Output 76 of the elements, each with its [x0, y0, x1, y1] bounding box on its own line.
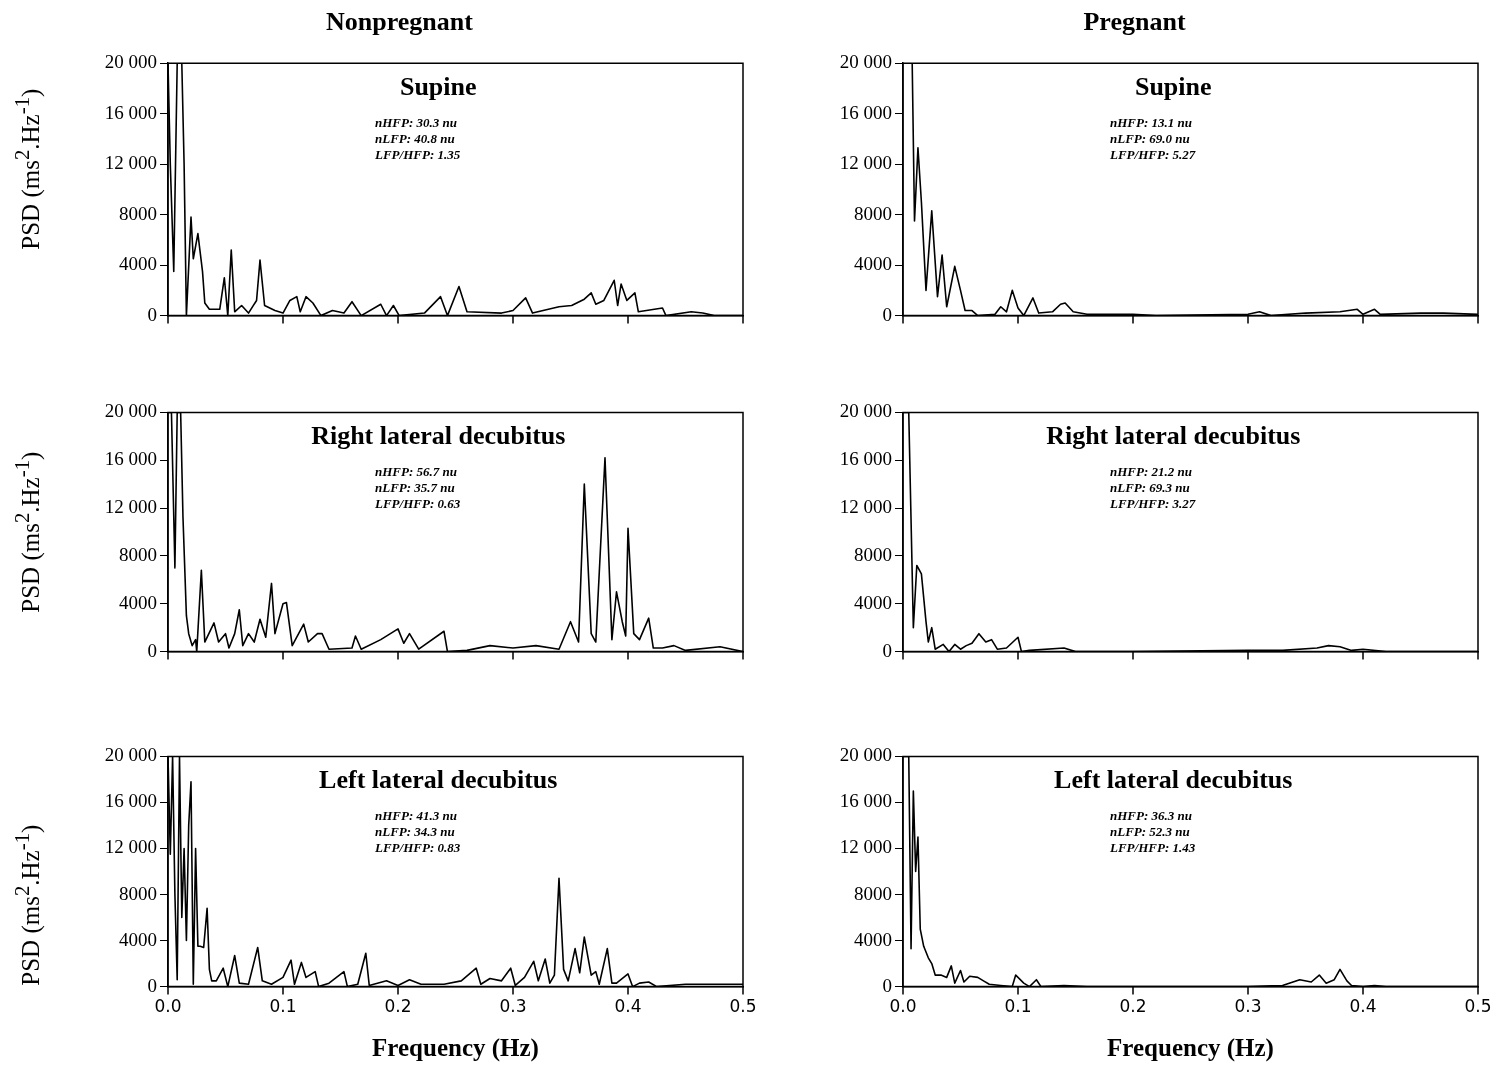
- x-tick-label: 0.3: [1234, 996, 1262, 1017]
- x-tick-label: 0.4: [614, 996, 642, 1017]
- annotation: LFP/HFP: 5.27: [1109, 147, 1196, 163]
- annotation: nHFP: 56.7 nu: [375, 464, 457, 480]
- y-tick-label: 20 000: [104, 744, 157, 766]
- y-tick-label: 4000: [854, 928, 892, 950]
- chart-title: Pregnant: [1083, 7, 1186, 37]
- x-tick-label: 0.3: [499, 996, 527, 1017]
- x-axis-title: Frequency (Hz): [372, 1034, 539, 1063]
- y-tick-label: 8000: [854, 543, 892, 565]
- y-tick-label: 8000: [119, 202, 157, 224]
- annotation: nLFP: 35.7 nu: [375, 480, 455, 496]
- annotation: nHFP: 30.3 nu: [375, 115, 457, 131]
- annotation: nHFP: 13.1 nu: [1110, 115, 1192, 131]
- y-tick-label: 12 000: [839, 496, 892, 518]
- y-tick-label: 4000: [119, 591, 157, 613]
- x-tick-label: 0.5: [729, 996, 757, 1017]
- chart-title: Nonpregnant: [326, 7, 474, 37]
- annotation: nLFP: 40.8 nu: [375, 131, 455, 147]
- chart-subtitle: Left lateral decubitus: [1054, 765, 1293, 795]
- y-tick-label: 12 000: [839, 836, 892, 858]
- chart-subtitle: Right lateral decubitus: [1046, 421, 1301, 451]
- annotation: LFP/HFP: 1.43: [1109, 840, 1196, 856]
- y-tick-label: 12 000: [104, 496, 157, 518]
- annotation: nLFP: 69.0 nu: [1110, 131, 1190, 147]
- x-tick-label: 0.0: [154, 996, 182, 1017]
- y-tick-label: 0: [147, 639, 157, 661]
- x-tick-label: 0.1: [1004, 996, 1032, 1017]
- y-tick-label: 8000: [854, 882, 892, 904]
- annotation: LFP/HFP: 0.83: [374, 840, 461, 856]
- y-tick-label: 20 000: [839, 400, 892, 422]
- y-tick-label: 8000: [119, 882, 157, 904]
- y-tick-label: 20 000: [839, 51, 892, 73]
- y-tick-label: 16 000: [839, 101, 892, 123]
- annotation: nHFP: 36.3 nu: [1110, 808, 1192, 824]
- x-tick-label: 0.5: [1464, 996, 1492, 1017]
- x-tick-label: 0.0: [889, 996, 917, 1017]
- y-tick-label: 8000: [854, 202, 892, 224]
- y-tick-label: 16 000: [104, 448, 157, 470]
- y-tick-label: 12 000: [104, 152, 157, 174]
- annotation: nLFP: 34.3 nu: [375, 824, 455, 840]
- y-tick-label: 16 000: [839, 448, 892, 470]
- chart-subtitle: Supine: [399, 71, 477, 101]
- x-tick-label: 0.2: [1119, 996, 1147, 1017]
- y-tick-label: 0: [882, 639, 892, 661]
- y-tick-label: 12 000: [104, 836, 157, 858]
- y-tick-label: 20 000: [104, 51, 157, 73]
- chart-subtitle: Right lateral decubitus: [311, 421, 566, 451]
- y-tick-label: 4000: [854, 253, 892, 275]
- y-tick-label: 12 000: [839, 152, 892, 174]
- annotation: nHFP: 41.3 nu: [375, 808, 457, 824]
- x-tick-label: 0.1: [269, 996, 297, 1017]
- annotation: nHFP: 21.2 nu: [1110, 464, 1192, 480]
- y-tick-label: 8000: [119, 543, 157, 565]
- y-tick-label: 0: [882, 303, 892, 325]
- y-tick-label: 16 000: [104, 101, 157, 123]
- y-tick-label: 16 000: [839, 790, 892, 812]
- x-tick-label: 0.2: [384, 996, 412, 1017]
- y-tick-label: 0: [882, 974, 892, 996]
- y-tick-label: 0: [147, 974, 157, 996]
- y-tick-label: 4000: [119, 928, 157, 950]
- y-tick-label: 16 000: [104, 790, 157, 812]
- y-tick-label: 20 000: [104, 400, 157, 422]
- annotation: LFP/HFP: 3.27: [1109, 496, 1196, 512]
- annotation: LFP/HFP: 0.63: [374, 496, 461, 512]
- y-tick-label: 0: [147, 303, 157, 325]
- chart-subtitle: Left lateral decubitus: [319, 765, 558, 795]
- annotation: nLFP: 69.3 nu: [1110, 480, 1190, 496]
- annotation: nLFP: 52.3 nu: [1110, 824, 1190, 840]
- x-tick-label: 0.4: [1349, 996, 1377, 1017]
- chart-subtitle: Supine: [1134, 71, 1212, 101]
- annotation: LFP/HFP: 1.35: [374, 147, 461, 163]
- x-axis-title: Frequency (Hz): [1107, 1034, 1274, 1063]
- y-tick-label: 4000: [854, 591, 892, 613]
- y-tick-label: 20 000: [839, 744, 892, 766]
- y-tick-label: 4000: [119, 253, 157, 275]
